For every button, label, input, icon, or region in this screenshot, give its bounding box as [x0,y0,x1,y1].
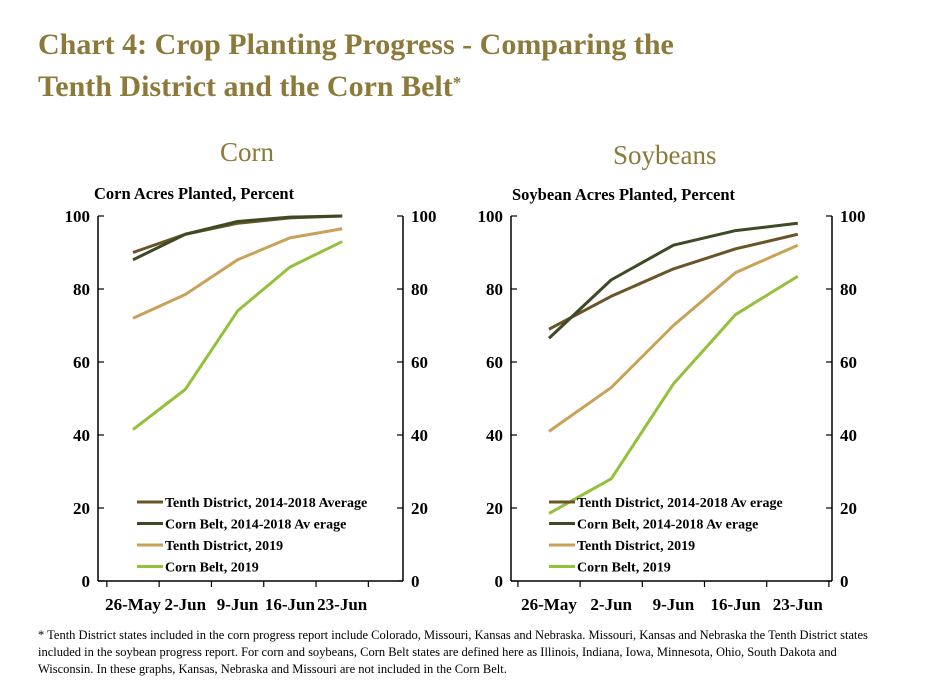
corn-left-tick-label: 0 [82,572,91,591]
soybean-legend-label: Corn Belt, 2019 [577,561,671,576]
corn-series-line-3 [132,227,343,320]
corn-legend-label: Tenth District, 2019 [165,539,283,554]
soybean-x-tick-label: 2-Jun [590,595,632,614]
corn-legend-label: Tenth District, 2014-2018 Average [165,496,367,511]
chart-title: Chart 4: Crop Planting Progress - Compar… [38,24,674,108]
soybean-x-tick-label: 23-Jun [773,595,824,614]
soybean-legend-label: Tenth District, 2014-2018 Av erage [577,496,783,511]
soybean-left-tick-label: 100 [478,207,504,226]
corn-axis-title: Corn Acres Planted, Percent [94,184,295,203]
soybean-x-tick-label: 16-Jun [711,595,762,614]
title-footnote-mark: * [452,73,462,92]
soybean-series-line-3 [548,243,799,433]
soybean-legend-label: Tenth District, 2019 [577,539,695,554]
soybeans-panel-heading: Soybeans [613,140,717,170]
soybean-right-tick-label: 100 [840,207,866,226]
corn-left-tick-label: 80 [73,280,90,299]
corn-legend-label: Corn Belt, 2019 [165,561,259,576]
corn-panel-heading: Corn [220,137,274,167]
soybean-left-tick-label: 20 [486,499,503,518]
corn-right-tick-label: 100 [411,207,437,226]
corn-x-tick-label: 2-Jun [165,595,207,614]
soybean-right-tick-label: 40 [840,426,857,445]
soybean-left-tick-label: 80 [486,280,503,299]
title-line-1: Chart 4: Crop Planting Progress - Compar… [38,28,674,61]
corn-right-tick-label: 20 [411,499,428,518]
corn-right-tick-label: 80 [411,280,428,299]
corn-legend-label: Corn Belt, 2014-2018 Av erage [165,518,346,533]
soybean-left-tick-label: 40 [486,426,503,445]
corn-right-tick-label: 40 [411,426,428,445]
corn-right-tick-label: 60 [411,353,428,372]
corn-x-tick-label: 23-Jun [317,595,368,614]
soybean-right-tick-label: 60 [840,353,857,372]
soybean-right-tick-label: 20 [840,499,857,518]
corn-series-line-4 [132,240,343,431]
soybean-series-line-4 [548,274,799,515]
corn-x-tick-label: 16-Jun [265,595,316,614]
corn-x-tick-label: 9-Jun [217,595,259,614]
corn-right-tick-label: 0 [411,572,420,591]
title-line-2: Tenth District and the Corn Belt [38,70,453,103]
corn-series-line-2 [132,214,343,262]
soybean-series-line-2 [547,221,798,340]
soybean-right-tick-label: 80 [840,280,857,299]
corn-left-tick-label: 40 [73,426,90,445]
soybean-left-tick-label: 0 [495,572,504,591]
corn-left-tick-label: 60 [73,353,90,372]
soybean-x-tick-label: 26-May [521,595,577,614]
corn-left-tick-label: 100 [65,207,91,226]
corn-x-tick-label: 26-May [105,595,161,614]
soybean-axis-title: Soybean Acres Planted, Percent [512,185,736,204]
soybean-right-tick-label: 0 [840,572,849,591]
footnote: * Tenth District states included in the … [38,628,868,676]
corn-left-tick-label: 20 [73,499,90,518]
soybean-legend-label: Corn Belt, 2014-2018 Av erage [577,518,758,533]
soybean-series-line-1 [548,232,799,331]
soybean-x-tick-label: 9-Jun [653,595,695,614]
soybean-left-tick-label: 60 [486,353,503,372]
